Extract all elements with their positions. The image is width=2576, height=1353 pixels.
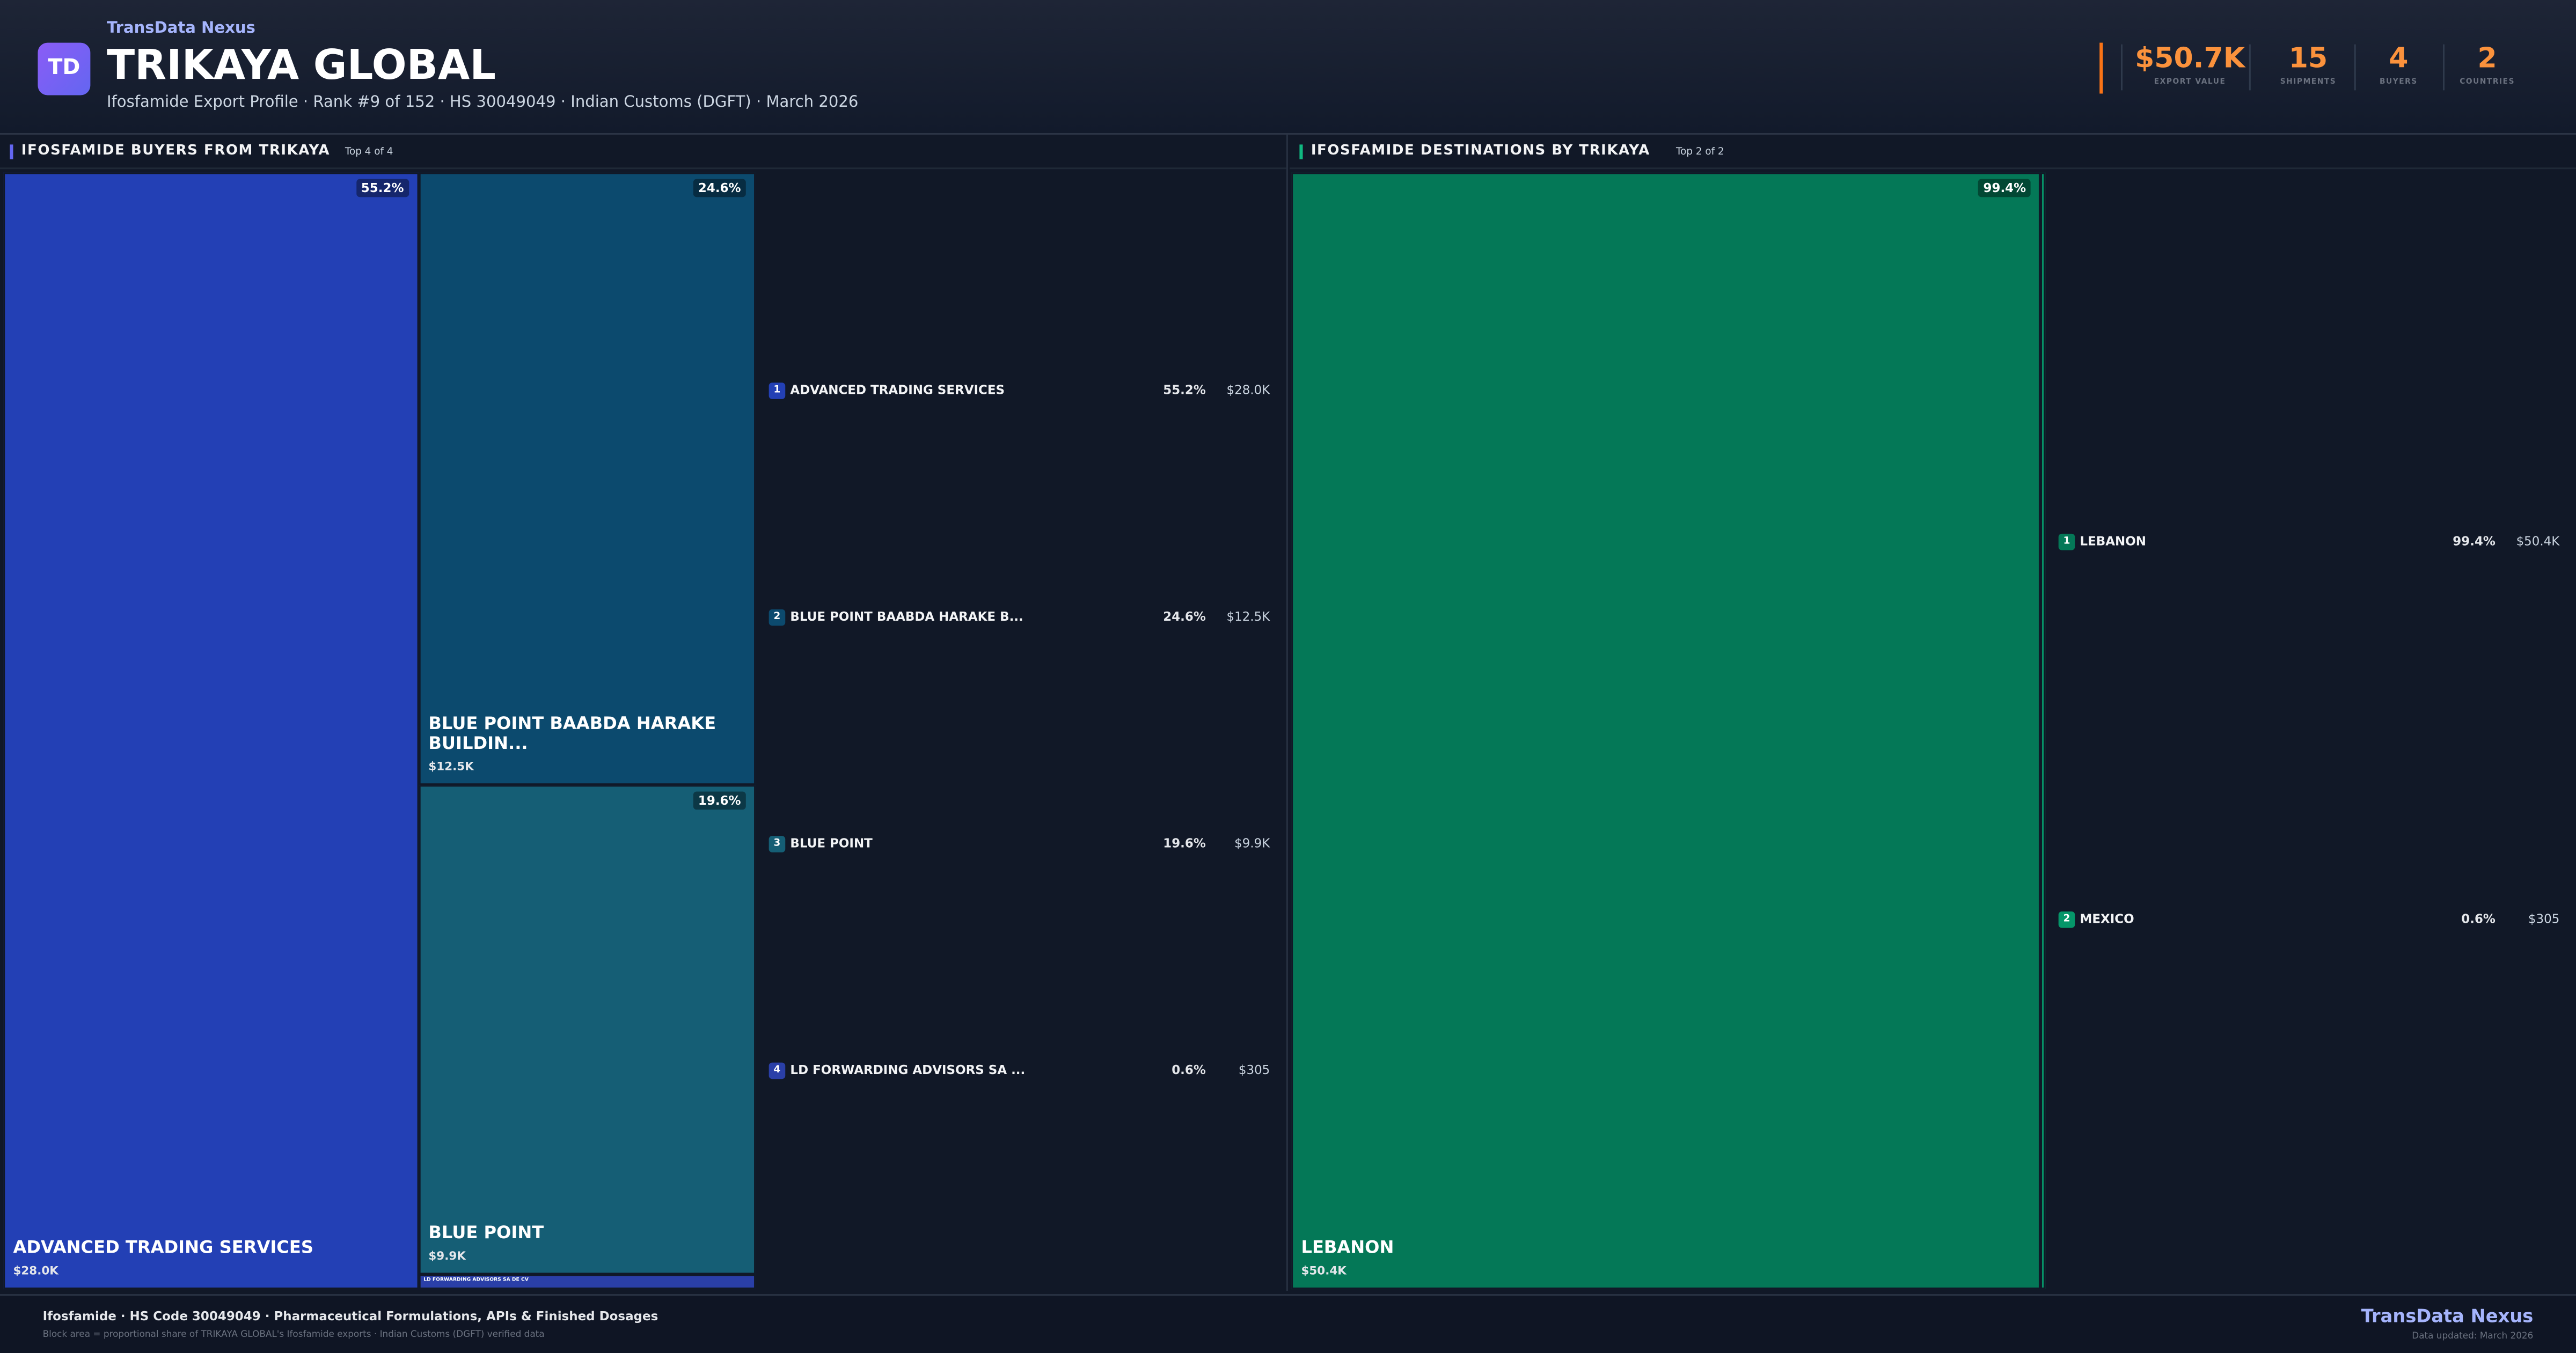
row-value: $12.5K [1226, 609, 1270, 624]
block-label: ADVANCED TRADING SERVICES [13, 1238, 314, 1258]
panel-accent [1299, 144, 1303, 159]
row-value: $9.9K [1234, 836, 1270, 851]
header: TD TransData Nexus TRIKAYA GLOBAL Ifosfa… [0, 0, 2576, 135]
block-share: 24.6% [693, 179, 746, 197]
kpi-value: 4 [2389, 42, 2409, 76]
panel-accent [10, 144, 13, 159]
kpi-label: BUYERS [2379, 78, 2418, 87]
kpi-value: 15 [2288, 42, 2328, 76]
kpi-separator [2249, 44, 2251, 91]
block-share: 55.2% [356, 179, 409, 197]
row-value: $305 [1238, 1062, 1270, 1078]
row-share: 99.4% [2453, 533, 2496, 549]
treemap-block[interactable] [2040, 172, 2046, 1290]
row-label: ADVANCED TRADING SERVICES [790, 383, 1005, 398]
treemap-block[interactable]: 24.6% BLUE POINT BAABDA HARAKE BUILDIN...… [419, 172, 756, 786]
kpi-value: $50.7K [2135, 42, 2245, 76]
kpi-label: COUNTRIES [2460, 78, 2515, 87]
kpi-separator [2353, 44, 2355, 91]
panel: IFOSFAMIDE BUYERS FROM TRIKAYA Top 4 of 4 [0, 135, 1286, 1291]
block-share: 19.6% [693, 792, 746, 811]
treemap-block[interactable]: LD FORWARDING ADVISORS SA DE CV [419, 1274, 756, 1289]
footer: Ifosfamide · HS Code 30049049 · Pharmace… [0, 1294, 2576, 1353]
row-share: 0.6% [2461, 911, 2496, 926]
panel-title: IFOSFAMIDE BUYERS FROM TRIKAYA [21, 143, 331, 159]
rank-badge: 2 [2058, 911, 2075, 928]
rank-badge: 2 [769, 609, 786, 626]
block-value: $28.0K [13, 1264, 58, 1278]
block-value: $9.9K [428, 1249, 466, 1263]
panel-badge: Top 4 of 4 [345, 146, 393, 158]
footer-updated: Data updated: March 2026 [2412, 1332, 2534, 1342]
kpi-separator [2443, 44, 2445, 91]
block-label: BLUE POINT [428, 1223, 544, 1243]
row-value: $28.0K [1226, 383, 1270, 398]
footer-title: Ifosfamide · HS Code 30049049 · Pharmace… [42, 1308, 658, 1324]
row-share: 24.6% [1163, 609, 1206, 624]
block-value: $50.4K [1301, 1264, 1346, 1278]
panel-divider [1286, 135, 1288, 1291]
panel-title: IFOSFAMIDE DESTINATIONS BY TRIKAYA [1311, 143, 1650, 159]
block-label: BLUE POINT BAABDA HARAKE BUILDIN... [428, 715, 716, 755]
rank-badge: 1 [2058, 533, 2075, 550]
block-share: 99.4% [1978, 179, 2031, 197]
row-label: MEXICO [2080, 911, 2134, 926]
row-share: 0.6% [1172, 1062, 1206, 1078]
row-share: 19.6% [1163, 836, 1206, 851]
row-label: LEBANON [2080, 533, 2147, 549]
subtitle: Ifosfamide Export Profile · Rank #9 of 1… [106, 93, 859, 112]
footer-note: Block area = proportional share of TRIKA… [42, 1330, 545, 1340]
block-label: LEBANON [1301, 1238, 1394, 1258]
panel-badge: Top 2 of 2 [1675, 146, 1724, 158]
row-share: 55.2% [1163, 383, 1206, 398]
block-label: LD FORWARDING ADVISORS SA DE CV [423, 1276, 529, 1283]
kpi-separator [2121, 44, 2123, 91]
kpi-value: 2 [2477, 42, 2497, 76]
panel: IFOSFAMIDE DESTINATIONS BY TRIKAYA Top 2 … [1290, 135, 2576, 1291]
accent-bar [2099, 42, 2103, 94]
brand: TransData Nexus [106, 19, 255, 38]
row-label: BLUE POINT BAABDA HARAKE B... [790, 609, 1023, 624]
title: TRIKAYA GLOBAL [106, 41, 496, 89]
footer-brand: TransData Nexus [2361, 1305, 2534, 1327]
panel-header [1290, 135, 2576, 170]
panel-header [0, 135, 1286, 170]
logo: TD [38, 42, 91, 95]
rank-badge: 3 [769, 836, 786, 852]
kpi-label: EXPORT VALUE [2154, 78, 2226, 87]
row-value: $305 [2528, 911, 2560, 926]
rank-badge: 1 [769, 383, 786, 399]
treemap-block[interactable]: 99.4% LEBANON $50.4K [1291, 172, 2041, 1290]
treemap-block[interactable]: 19.6% BLUE POINT $9.9K [419, 785, 756, 1275]
row-label: BLUE POINT [790, 836, 873, 851]
kpi-label: SHIPMENTS [2280, 78, 2337, 87]
treemap-block[interactable]: 55.2% ADVANCED TRADING SERVICES $28.0K [3, 172, 419, 1290]
row-label: LD FORWARDING ADVISORS SA ... [790, 1062, 1026, 1078]
block-value: $12.5K [428, 761, 474, 775]
row-value: $50.4K [2516, 533, 2560, 549]
rank-badge: 4 [769, 1062, 786, 1079]
